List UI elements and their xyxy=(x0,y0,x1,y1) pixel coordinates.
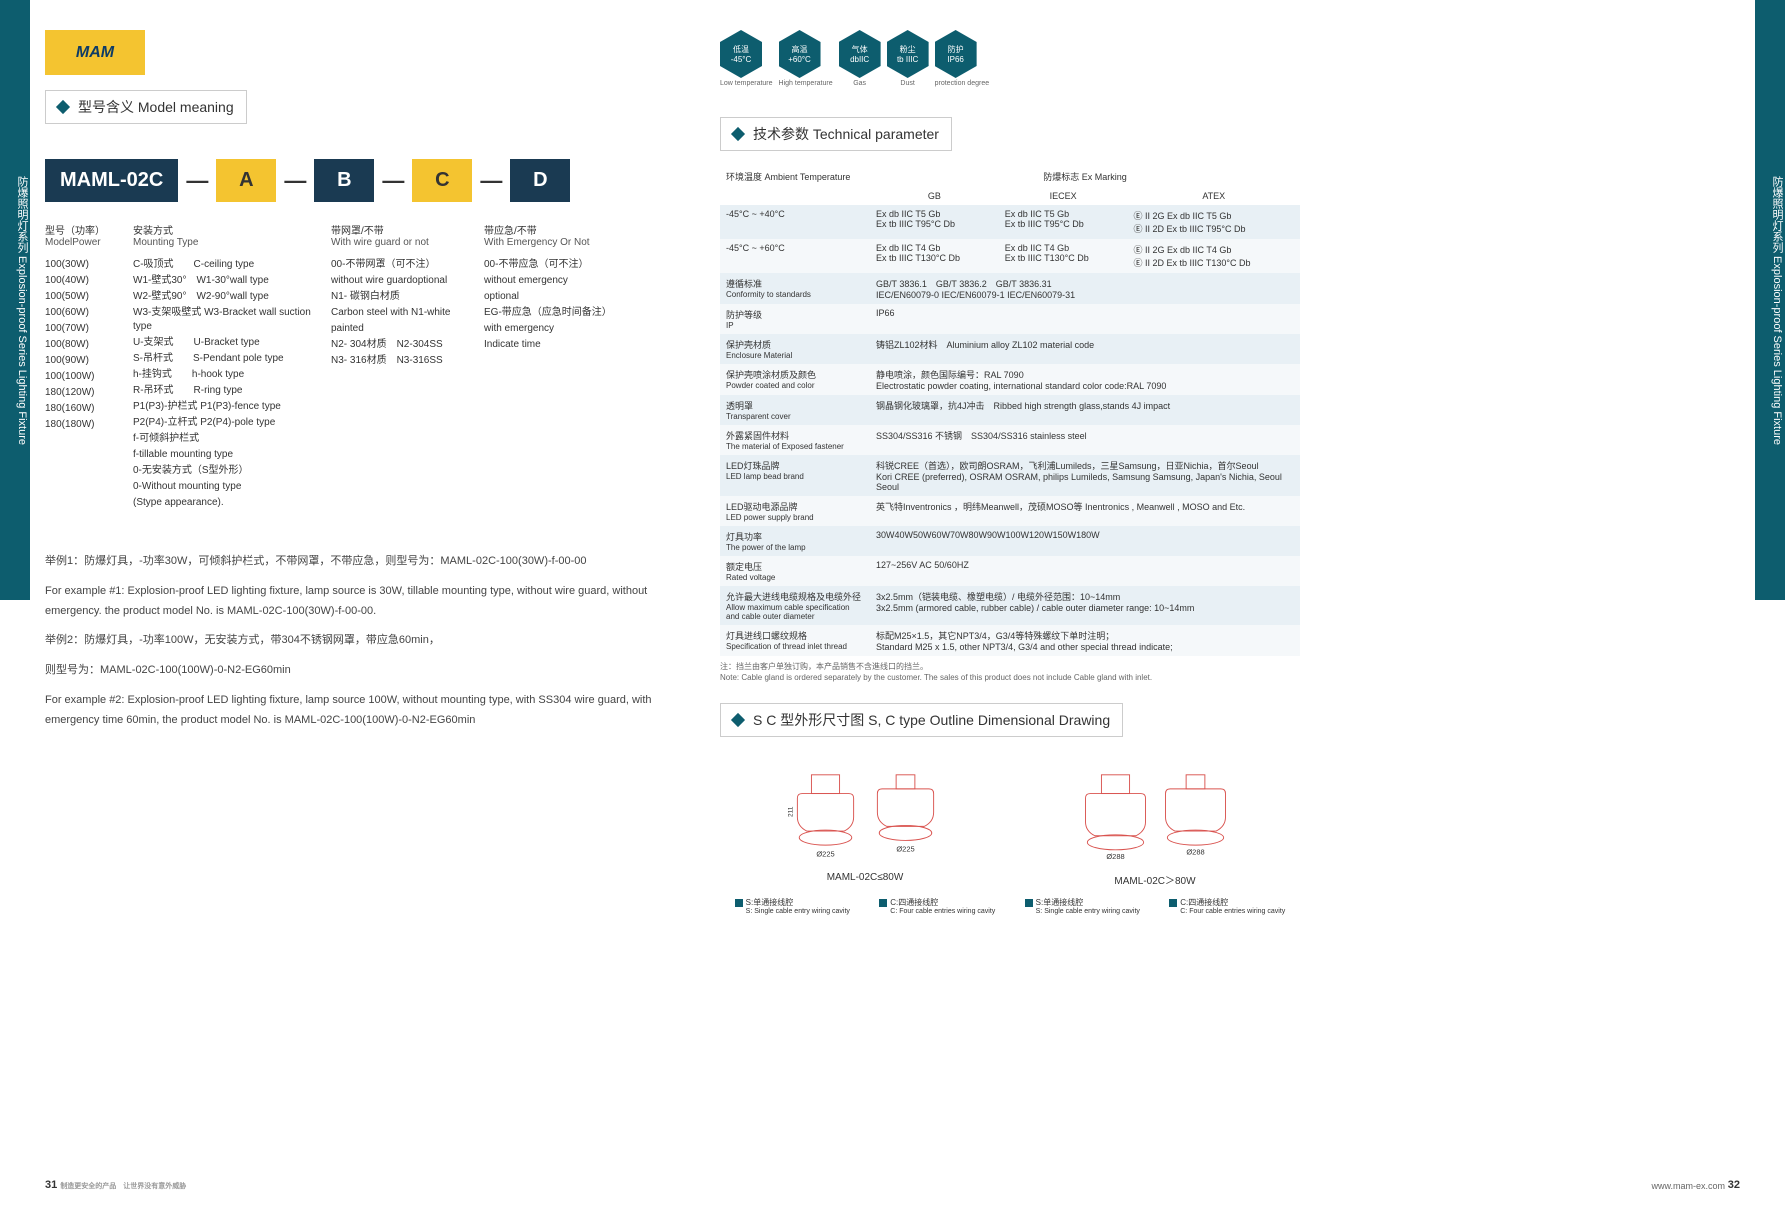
list-item: S-吊杆式 S-Pendant pole type xyxy=(133,352,323,366)
list-item: 180(160W) xyxy=(45,402,125,416)
sidebar-left: 防爆照明灯系列 Explosion-proof Series Lighting … xyxy=(0,0,30,600)
list-item: without wire guardoptional xyxy=(331,274,476,288)
list-item: 100(100W) xyxy=(45,370,125,384)
list-item: 100(50W) xyxy=(45,290,125,304)
list-item: painted xyxy=(331,322,476,336)
square-marker-icon xyxy=(1025,899,1033,907)
param-table: 环境温度 Ambient Temperature 防爆标志 Ex Marking… xyxy=(720,166,1300,656)
list-item: Carbon steel with N1-white xyxy=(331,306,476,320)
list-item: 100(90W) xyxy=(45,354,125,368)
svg-text:Ø288: Ø288 xyxy=(1186,848,1204,857)
diamond-icon xyxy=(731,127,745,141)
table-note: 注：挡兰由客户单独订购，本产品销售不含進线口的挡兰。 Note: Cable g… xyxy=(720,661,1300,683)
svg-text:211: 211 xyxy=(788,807,795,818)
list-item: U-支架式 U-Bracket type xyxy=(133,336,323,350)
drawing-area: Ø225211 Ø225 MAML-02C≤80W Ø288 Ø288 MAML… xyxy=(720,767,1300,887)
svg-text:Ø288: Ø288 xyxy=(1106,853,1124,862)
list-item: h-挂钩式 h-hook type xyxy=(133,368,323,382)
model-base: MAML-02C xyxy=(45,159,178,202)
list-item: 100(40W) xyxy=(45,274,125,288)
list-item: f-tillable mounting type xyxy=(133,448,323,462)
drawing-small: Ø225211 Ø225 MAML-02C≤80W xyxy=(788,767,943,887)
list-item: C-吸顶式 C-ceiling type xyxy=(133,258,323,272)
page-right: 低温-45°CLow temperature高温+60°CHigh temper… xyxy=(720,30,1300,915)
col-power: 型号（功率） ModelPower 100(30W)100(40W)100(50… xyxy=(45,222,125,512)
list-item: R-吊环式 R-ring type xyxy=(133,384,323,398)
badge-icon: 高温+60°C xyxy=(779,30,821,78)
col-mount: 安装方式 Mounting Type C-吸顶式 C-ceiling typeW… xyxy=(133,222,323,512)
wiring-labels: S:单通接线腔S: Single cable entry wiring cavi… xyxy=(720,897,1300,915)
list-item: W2-壁式90° W2-90°wall type xyxy=(133,290,323,304)
svg-text:Ø225: Ø225 xyxy=(816,850,834,859)
list-item: 100(30W) xyxy=(45,258,125,272)
list-item: W1-壁式30° W1-30°wall type xyxy=(133,274,323,288)
list-item: Indicate time xyxy=(484,338,624,352)
list-item: 100(60W) xyxy=(45,306,125,320)
list-item: 00-不带应急（可不注） xyxy=(484,258,624,272)
dash: — xyxy=(284,168,306,194)
svg-text:Ø225: Ø225 xyxy=(896,845,914,854)
model-meaning-header: 型号含义 Model meaning xyxy=(45,90,247,124)
list-item: (Stype appearance). xyxy=(133,496,323,510)
model-meaning-title: 型号含义 Model meaning xyxy=(78,97,234,117)
model-a: A xyxy=(216,159,276,202)
list-item: 0-Without mounting type xyxy=(133,480,323,494)
lamp-drawing-icon: Ø288 xyxy=(1158,767,1233,867)
col-emerg: 带应急/不带 With Emergency Or Not 00-不带应急（可不注… xyxy=(484,222,624,512)
examples: 举例1：防爆灯具，-功率30W，可倾斜护栏式，不带网罩，不带应急，则型号为：MA… xyxy=(45,552,665,731)
list-item: 100(80W) xyxy=(45,338,125,352)
list-item: optional xyxy=(484,290,624,304)
col-wire: 带网罩/不带 With wire guard or not 00-不带网罩（可不… xyxy=(331,222,476,512)
lamp-drawing-icon: Ø225 xyxy=(868,767,943,867)
dash: — xyxy=(382,168,404,194)
list-item: 180(120W) xyxy=(45,386,125,400)
list-item: 00-不带网罩（可不注） xyxy=(331,258,476,272)
square-marker-icon xyxy=(879,899,887,907)
square-marker-icon xyxy=(735,899,743,907)
model-d: D xyxy=(510,159,570,202)
model-c: C xyxy=(412,159,472,202)
diamond-icon xyxy=(56,100,70,114)
badge-icon: 防护IP66 xyxy=(935,30,977,78)
drawing-large: Ø288 Ø288 MAML-02C＞80W xyxy=(1078,767,1233,887)
list-item: 100(70W) xyxy=(45,322,125,336)
list-item: 0-无安装方式（S型外形） xyxy=(133,464,323,478)
page-num-left: 31 制造更安全的产品 让世界没有意外威胁 xyxy=(45,1179,186,1191)
list-item: P1(P3)-护栏式 P1(P3)-fence type xyxy=(133,400,323,414)
columns: 型号（功率） ModelPower 100(30W)100(40W)100(50… xyxy=(45,222,665,512)
website: www.mam-ex.com xyxy=(1651,1181,1725,1191)
badges-row: 低温-45°CLow temperature高温+60°CHigh temper… xyxy=(720,30,1300,87)
list-item: P2(P4)-立杆式 P2(P4)-pole type xyxy=(133,416,323,430)
list-item: f-可倾斜护栏式 xyxy=(133,432,323,446)
list-item: without emergency xyxy=(484,274,624,288)
logo: MAM xyxy=(45,30,145,75)
lamp-drawing-icon: Ø288 xyxy=(1078,767,1153,867)
list-item: 180(180W) xyxy=(45,418,125,432)
dimensional-header: S C 型外形尺寸图 S, C type Outline Dimensional… xyxy=(720,703,1123,737)
list-item: N1- 碳钢白材质 xyxy=(331,290,476,304)
badge-icon: 粉尘tb IIIC xyxy=(887,30,929,78)
badge-icon: 气体dbIIC xyxy=(839,30,881,78)
badge-icon: 低温-45°C xyxy=(720,30,762,78)
diamond-icon xyxy=(731,713,745,727)
lamp-drawing-icon: Ø225 211 xyxy=(788,767,863,867)
model-code-row: MAML-02C — A — B — C — D xyxy=(45,159,665,202)
dash: — xyxy=(186,168,208,194)
dash: — xyxy=(480,168,502,194)
list-item: W3-支架吸壁式 W3-Bracket wall suction type xyxy=(133,306,323,334)
page-num-right: 32 xyxy=(1728,1179,1740,1191)
list-item: EG-带应急（应急时间备注） xyxy=(484,306,624,320)
page-left: MAM 型号含义 Model meaning MAML-02C — A — B … xyxy=(45,30,665,741)
model-b: B xyxy=(314,159,374,202)
list-item: N3- 316材质 N3-316SS xyxy=(331,354,476,368)
tech-param-header: 技术参数 Technical parameter xyxy=(720,117,952,151)
list-item: N2- 304材质 N2-304SS xyxy=(331,338,476,352)
square-marker-icon xyxy=(1169,899,1177,907)
list-item: with emergency xyxy=(484,322,624,336)
sidebar-right: 防爆照明灯系列 Explosion-proof Series Lighting … xyxy=(1755,0,1785,600)
